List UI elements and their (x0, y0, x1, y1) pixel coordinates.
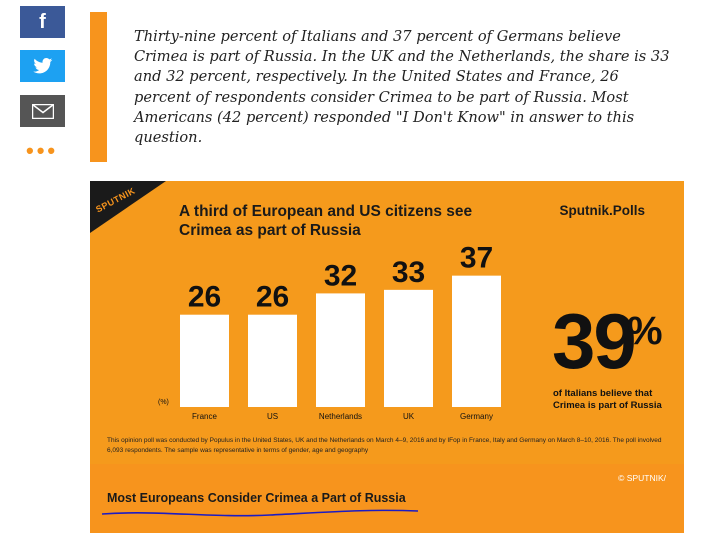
facebook-share-button[interactable]: f (20, 6, 65, 38)
bar-us (248, 314, 297, 407)
email-share-button[interactable] (20, 95, 65, 127)
category-label: UK (403, 412, 415, 421)
quote-text: Thirty-nine percent of Italians and 37 p… (134, 28, 670, 147)
infographic: SPUTNIK A third of European and US citiz… (90, 181, 684, 533)
more-options-button[interactable]: ••• (26, 138, 59, 163)
bar-uk (384, 289, 433, 407)
twitter-share-button[interactable] (20, 50, 65, 82)
bar-value-label: 37 (460, 242, 493, 275)
bar-germany (452, 275, 501, 407)
bar-value-label: 26 (188, 281, 221, 314)
big-stat-unit: % (627, 309, 663, 353)
category-label: Germany (460, 412, 493, 421)
big-stat-caption: of Italians believe that Crimea is part … (553, 388, 662, 411)
bar-value-label: 26 (256, 281, 289, 314)
chart-headline: A third of European and US citizens see … (179, 203, 473, 239)
mail-icon (31, 103, 54, 119)
bar-france (180, 314, 229, 407)
infographic-footer (90, 464, 684, 533)
bar-chart: (%) 26 France 26 US 32 Netherlands 33 UK 37 German… (158, 242, 501, 421)
facebook-icon: f (39, 10, 46, 33)
logo-triangle (90, 181, 166, 233)
sputnik-logo: SPUTNIK (90, 181, 166, 233)
unit-label: (%) (158, 399, 169, 406)
twitter-icon (32, 58, 52, 74)
quote-accent-bar (90, 12, 107, 162)
image-caption: Most Europeans Consider Crimea a Part of… (107, 491, 406, 505)
handdrawn-underline (101, 509, 419, 517)
category-label: US (267, 412, 278, 421)
brand-label: Sputnik.Polls (559, 203, 645, 218)
bar-value-label: 33 (392, 256, 425, 289)
big-stat-value: 39 (552, 297, 637, 385)
bar-value-label: 32 (324, 259, 357, 292)
category-label: Netherlands (319, 412, 362, 421)
bar-netherlands (316, 293, 365, 407)
copyright: © SPUTNIK/ (618, 473, 666, 483)
methodology-note: This opinion poll was conducted by Popul… (107, 437, 662, 454)
category-label: France (192, 412, 217, 421)
